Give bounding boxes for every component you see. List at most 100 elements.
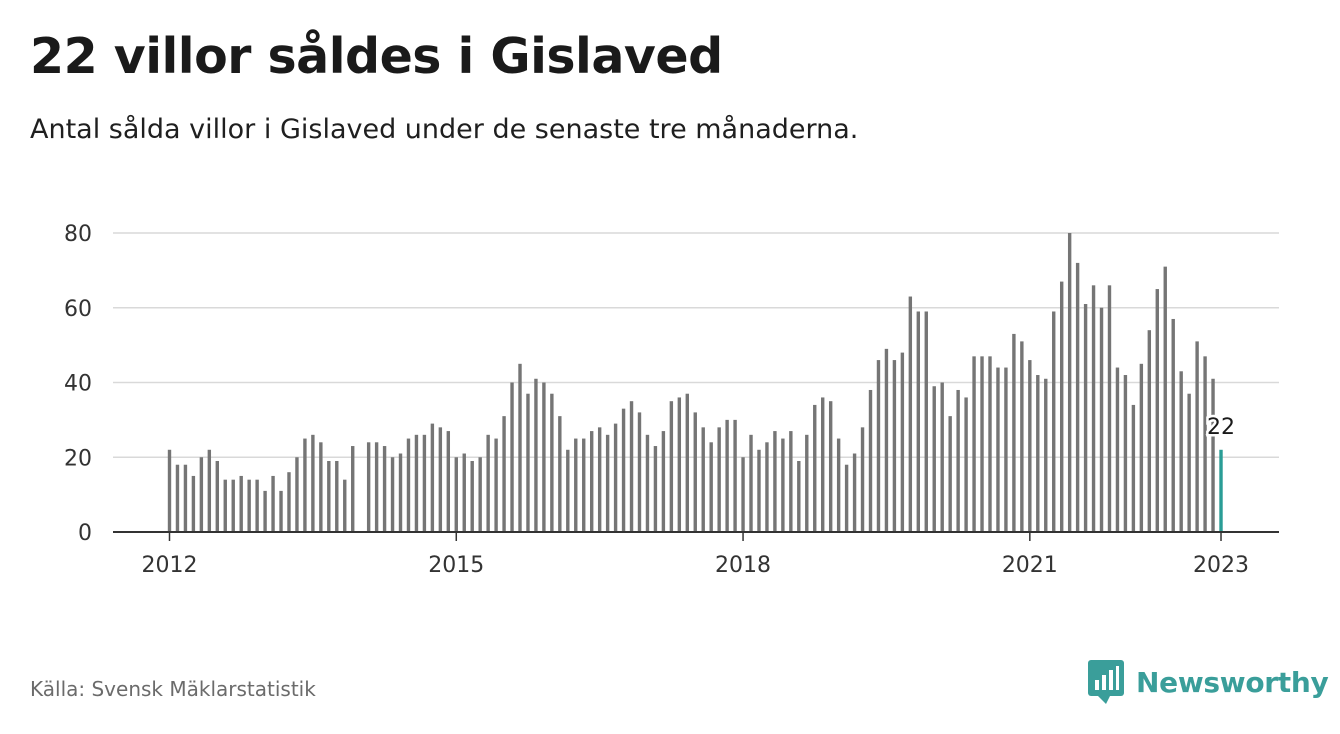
bar <box>183 464 188 532</box>
bar <box>1131 404 1136 532</box>
bar <box>948 416 952 532</box>
bar <box>1179 371 1183 532</box>
bar <box>956 389 960 532</box>
bar <box>749 434 753 532</box>
bar <box>335 460 339 532</box>
bar <box>406 438 411 532</box>
bar <box>589 431 594 532</box>
bar <box>558 416 562 532</box>
bar <box>1020 341 1024 532</box>
bar <box>789 431 793 532</box>
bar <box>263 490 267 532</box>
bar <box>327 460 331 532</box>
bar-latest <box>1219 449 1223 532</box>
bar <box>167 449 172 532</box>
bar <box>239 475 243 532</box>
brand-logo[interactable]: Newsworthy <box>1088 660 1329 704</box>
bar <box>1195 341 1199 532</box>
bar <box>223 479 227 532</box>
bar <box>422 434 427 532</box>
bar <box>669 401 674 532</box>
bar <box>677 397 682 532</box>
bar <box>582 438 586 532</box>
x-tick-label-2023: 2023 <box>1193 553 1249 578</box>
bar <box>908 296 913 532</box>
bar <box>199 457 204 532</box>
bar <box>1083 304 1088 532</box>
bar <box>366 442 371 532</box>
x-tick-label-2012: 2012 <box>142 553 198 578</box>
bar <box>191 475 196 532</box>
bar <box>773 431 777 532</box>
bar <box>621 408 626 532</box>
bar <box>1099 307 1104 532</box>
brand-name: Newsworthy <box>1136 665 1329 699</box>
bar <box>701 427 705 532</box>
bar <box>566 449 570 532</box>
bar <box>693 412 697 532</box>
bar <box>1059 281 1064 532</box>
bar <box>916 311 921 532</box>
bar <box>1028 360 1032 532</box>
bar <box>980 356 984 532</box>
bar <box>1139 363 1144 532</box>
bar <box>1163 266 1167 532</box>
bar <box>661 431 666 532</box>
bar <box>287 472 291 532</box>
bar <box>940 382 944 532</box>
bar <box>733 419 737 532</box>
x-tick-label-2021: 2021 <box>1002 553 1058 578</box>
bar <box>1123 375 1128 532</box>
bar <box>836 438 841 532</box>
bar <box>1067 233 1072 532</box>
bar <box>868 389 873 532</box>
bar <box>821 397 825 532</box>
bar <box>988 356 992 532</box>
bar <box>1091 285 1096 532</box>
bar <box>797 460 801 532</box>
y-tick-label-0: 0 <box>78 521 92 546</box>
bar <box>574 438 578 532</box>
bar <box>1107 285 1112 532</box>
bar <box>844 464 849 532</box>
bar <box>1171 318 1175 532</box>
bar <box>900 352 905 532</box>
bar <box>430 423 435 532</box>
bar <box>207 449 212 532</box>
y-tick-label-20: 20 <box>64 446 92 471</box>
bar <box>247 479 251 532</box>
bar <box>805 434 809 532</box>
bar <box>454 457 458 532</box>
bar <box>550 393 554 532</box>
bar <box>215 460 219 532</box>
bar <box>518 363 522 532</box>
bar <box>311 434 315 532</box>
bar <box>637 412 642 532</box>
bar <box>597 427 602 532</box>
y-tick-label-60: 60 <box>64 297 92 322</box>
bar <box>828 401 833 532</box>
annotations: 22 <box>1205 412 1238 442</box>
chart-subtitle: Antal sålda villor i Gislaved under de s… <box>30 114 859 145</box>
bar <box>605 434 610 532</box>
bar <box>1203 356 1207 532</box>
bar <box>438 427 443 532</box>
bar <box>398 453 403 532</box>
bar <box>494 438 498 532</box>
bar <box>645 434 650 532</box>
bar <box>382 446 387 532</box>
bar <box>996 367 1000 532</box>
bar <box>852 453 857 532</box>
bar <box>876 360 881 532</box>
bar <box>303 438 307 532</box>
bar <box>725 419 729 532</box>
bar <box>1211 378 1215 532</box>
bar <box>884 348 889 532</box>
bar <box>972 356 976 532</box>
chart-title: 22 villor såldes i Gislaved <box>30 28 723 85</box>
bar <box>717 427 721 532</box>
x-tick-label-2015: 2015 <box>428 553 484 578</box>
bar <box>860 427 865 532</box>
bar <box>374 442 379 532</box>
bar <box>741 457 745 532</box>
